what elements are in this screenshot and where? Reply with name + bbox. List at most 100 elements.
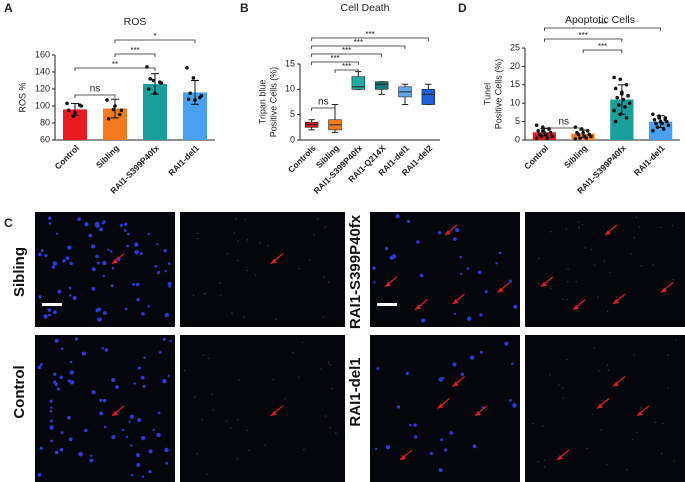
cell [49,409,53,413]
cell [37,473,42,477]
cell [39,362,43,366]
data-point [652,117,657,122]
cell [140,375,145,380]
data-point [544,132,548,137]
cell [558,384,560,386]
significance-bracket [311,37,429,41]
cell [141,475,145,479]
cell [201,418,203,421]
arrow-head [661,287,667,293]
cell [236,458,239,460]
data-point [651,129,655,133]
cell [129,414,134,419]
cell [111,435,116,440]
data-point [623,105,627,109]
cell [329,363,331,366]
cell [416,240,420,244]
cell [57,387,61,391]
significance-label: * [153,32,156,41]
cell [154,264,158,268]
cell [137,417,142,423]
cell [84,428,88,433]
data-point [584,136,589,140]
cell [97,261,100,265]
cell [68,294,72,297]
cell [136,463,141,467]
data-point [613,119,618,124]
cell [74,337,79,341]
cell [466,267,470,270]
data-point [620,92,624,96]
data-point [536,129,540,133]
cell [675,339,677,341]
cell [158,351,162,354]
cell [202,354,205,357]
cell [68,437,73,442]
cell [581,224,584,226]
x-tick-label: Control [53,143,81,171]
arrow-head [541,281,547,287]
arrow-head [270,258,277,264]
cell [438,231,442,235]
cell [562,386,564,389]
data-point [657,116,661,120]
cell [148,470,152,474]
arrow-head [385,281,391,287]
arrow-head [445,230,451,235]
micrograph [525,212,685,327]
cell [578,227,580,229]
cell [99,398,103,402]
significance-bracket [114,39,196,43]
data-point [627,101,632,105]
y-tick-label: 25 [510,42,520,52]
data-point [113,104,117,108]
cell [102,311,107,315]
cell [292,351,294,354]
cell [125,435,129,439]
significance-label: ns [90,84,101,95]
arrow-head [613,299,619,304]
data-point [119,108,124,113]
y-axis-label: ROS % [17,82,27,112]
cell [631,438,634,441]
cell [69,370,74,375]
data-point [578,136,582,140]
cell [409,423,412,427]
cell [565,228,567,230]
cell [298,376,300,378]
cell [504,341,509,346]
cell [47,308,52,312]
arrow-head [637,410,643,416]
cell [119,223,123,227]
micrograph [180,335,345,482]
cell [460,372,465,377]
significance-bracket [311,61,359,65]
cell [55,232,59,235]
arrow-head [437,403,444,409]
cell [413,423,417,427]
arrow-head [452,299,459,304]
data-point [651,112,655,117]
data-point [589,134,593,139]
cell [566,298,568,301]
cell [472,444,477,449]
cell [50,406,53,409]
arrow-head [415,304,421,310]
arrow-head [400,454,406,460]
cell [233,232,236,234]
cell [99,411,104,416]
y-axis-label: Positive Cells (%) [268,67,278,138]
data-point [573,137,578,141]
cell [50,439,53,443]
cell [128,420,131,423]
data-point [660,121,664,126]
cell [511,362,514,365]
cell [194,396,196,398]
box [351,76,366,90]
cell [88,233,93,238]
cell [207,357,210,360]
cell [52,261,58,266]
cell [316,218,319,220]
cell [633,354,635,356]
cell [479,313,483,317]
